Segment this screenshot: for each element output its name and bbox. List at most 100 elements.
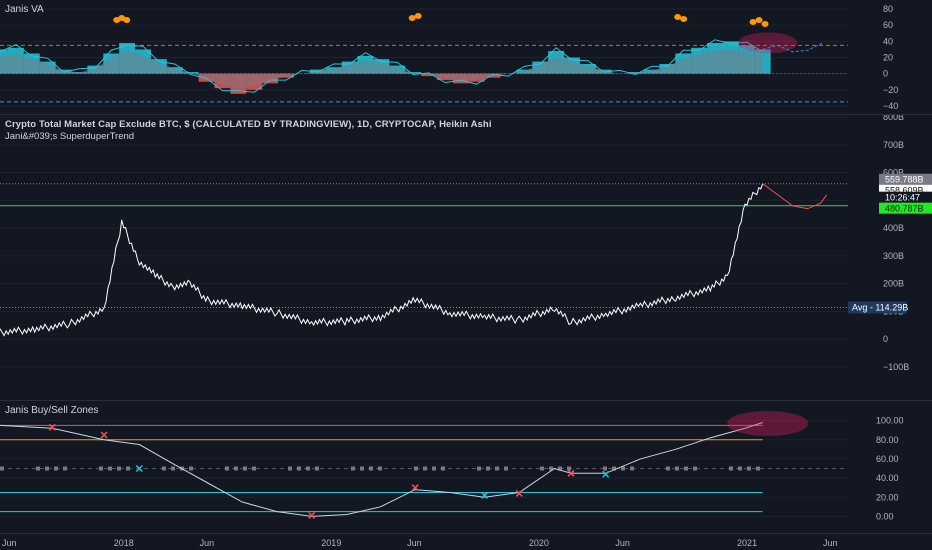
y-tick-label: 0.00 <box>876 511 894 521</box>
pane-divider-bottom[interactable] <box>0 400 932 401</box>
price-badge-text: 558.609B <box>885 186 924 196</box>
y-tick-label: 20 <box>883 53 893 63</box>
signal-marker <box>441 466 445 471</box>
pane-divider-top[interactable] <box>0 114 932 115</box>
zones-pane: 100.00 80.00 60.00 40.00 20.00 0.00 Janis Buy… <box>0 401 932 533</box>
signal-marker <box>171 466 175 471</box>
zones-chart: 100.00 80.00 60.00 40.00 20.00 0.00 <box>0 410 904 521</box>
y-tick-label: 40.00 <box>876 473 899 483</box>
signal-marker <box>612 466 616 471</box>
signal-marker <box>117 466 121 471</box>
signal-dot <box>680 16 688 22</box>
signal-marker <box>126 466 130 471</box>
signal-marker <box>486 466 490 471</box>
cross-marker <box>308 511 316 519</box>
y-tick-label: −40 <box>883 101 898 111</box>
price-badge <box>879 191 932 203</box>
signal-marker <box>351 466 355 471</box>
oscillator-chart: 80 60 40 20 0 −20 −40 <box>0 4 898 111</box>
signal-marker <box>414 466 418 471</box>
projection-arrow <box>762 42 823 53</box>
signal-marker <box>360 466 364 471</box>
oscillator-grey-area <box>0 49 763 89</box>
y-tick-label: 80.00 <box>876 435 899 445</box>
signal-marker <box>369 466 373 471</box>
signal-marker <box>549 466 553 471</box>
y-tick-label: 800B <box>883 115 904 122</box>
x-tick-label: 2018 <box>114 538 134 548</box>
signal-dot <box>414 13 422 19</box>
y-tick-label: 0 <box>883 69 888 79</box>
signal-marker <box>243 466 247 471</box>
signal-marker <box>63 466 67 471</box>
signal-dot <box>123 17 131 23</box>
y-tick-label: 100.00 <box>876 416 904 426</box>
y-tick-label: −100B <box>883 362 909 372</box>
y-tick-label: 200B <box>883 279 904 289</box>
y-tick-label: −20 <box>883 85 898 95</box>
cross-marker <box>567 469 575 477</box>
signal-marker <box>189 466 193 471</box>
price-pane: 800B700B600B500B400B300B200B100B0−100B55… <box>0 115 932 400</box>
signal-marker <box>252 466 256 471</box>
signal-marker <box>162 466 166 471</box>
signal-marker <box>54 466 58 471</box>
signal-marker <box>288 466 292 471</box>
signal-marker <box>621 466 625 471</box>
signal-marker <box>684 466 688 471</box>
signal-marker <box>756 466 760 471</box>
oscillator-title: Janis VA <box>5 4 44 15</box>
signal-marker <box>630 466 634 471</box>
x-tick-label: 2021 <box>737 538 757 548</box>
price-chart: 800B700B600B500B400B300B200B100B0−100B55… <box>0 115 932 372</box>
price-badge-text: 10:26:47 <box>885 193 920 203</box>
signal-dot <box>674 14 682 20</box>
x-tick-label: Jun <box>407 538 422 548</box>
signal-marker <box>675 466 679 471</box>
cross-marker <box>100 431 108 439</box>
zones-series-line <box>0 422 763 517</box>
signal-dot <box>408 15 416 21</box>
x-tick-label: Jun <box>823 538 838 548</box>
time-axis-labels: Jun 2018 Jun 2019 Jun 2020 Jun 2021 Jun <box>2 538 838 548</box>
x-tick-label: Jun <box>2 538 17 548</box>
signal-marker <box>603 466 607 471</box>
y-tick-label: 80 <box>883 4 893 14</box>
signal-marker <box>495 466 499 471</box>
y-tick-label: 60 <box>883 20 893 30</box>
y-tick-label: 400B <box>883 223 904 233</box>
zones-title: Janis Buy/Sell Zones <box>5 405 99 416</box>
y-tick-label: 300B <box>883 251 904 261</box>
y-tick-label: 60.00 <box>876 454 899 464</box>
signal-marker <box>108 466 112 471</box>
price-badge-text: 480.787B <box>885 204 924 214</box>
signal-marker <box>666 466 670 471</box>
price-badge <box>879 184 932 196</box>
signal-marker <box>432 466 436 471</box>
average-badge <box>848 301 907 314</box>
signal-marker <box>99 466 103 471</box>
annotation-ellipse <box>727 410 809 436</box>
signal-marker <box>306 466 310 471</box>
price-badge <box>879 173 932 185</box>
y-tick-label: 600B <box>883 168 904 178</box>
indicator-subtitle: Jani&#039;s SuperduperTrend <box>5 131 135 142</box>
y-tick-label: 40 <box>883 36 893 46</box>
signal-marker <box>36 466 40 471</box>
price-badge <box>879 202 932 214</box>
cross-marker <box>602 470 610 478</box>
signal-marker <box>738 466 742 471</box>
cross-marker <box>48 423 56 431</box>
signal-marker <box>0 466 4 471</box>
signal-marker <box>558 466 562 471</box>
cross-marker <box>135 464 143 473</box>
cross-marker <box>481 491 489 499</box>
signal-marker <box>378 466 382 471</box>
signal-dot <box>755 17 763 23</box>
signal-marker <box>540 466 544 471</box>
signal-marker <box>234 466 238 471</box>
y-tick-label: 20.00 <box>876 492 899 502</box>
cross-marker <box>515 489 523 497</box>
time-axis[interactable]: Jun 2018 Jun 2019 Jun 2020 Jun 2021 Jun <box>0 533 932 550</box>
chart-title: Crypto Total Market Cap Exclude BTC, $ (… <box>5 119 492 130</box>
